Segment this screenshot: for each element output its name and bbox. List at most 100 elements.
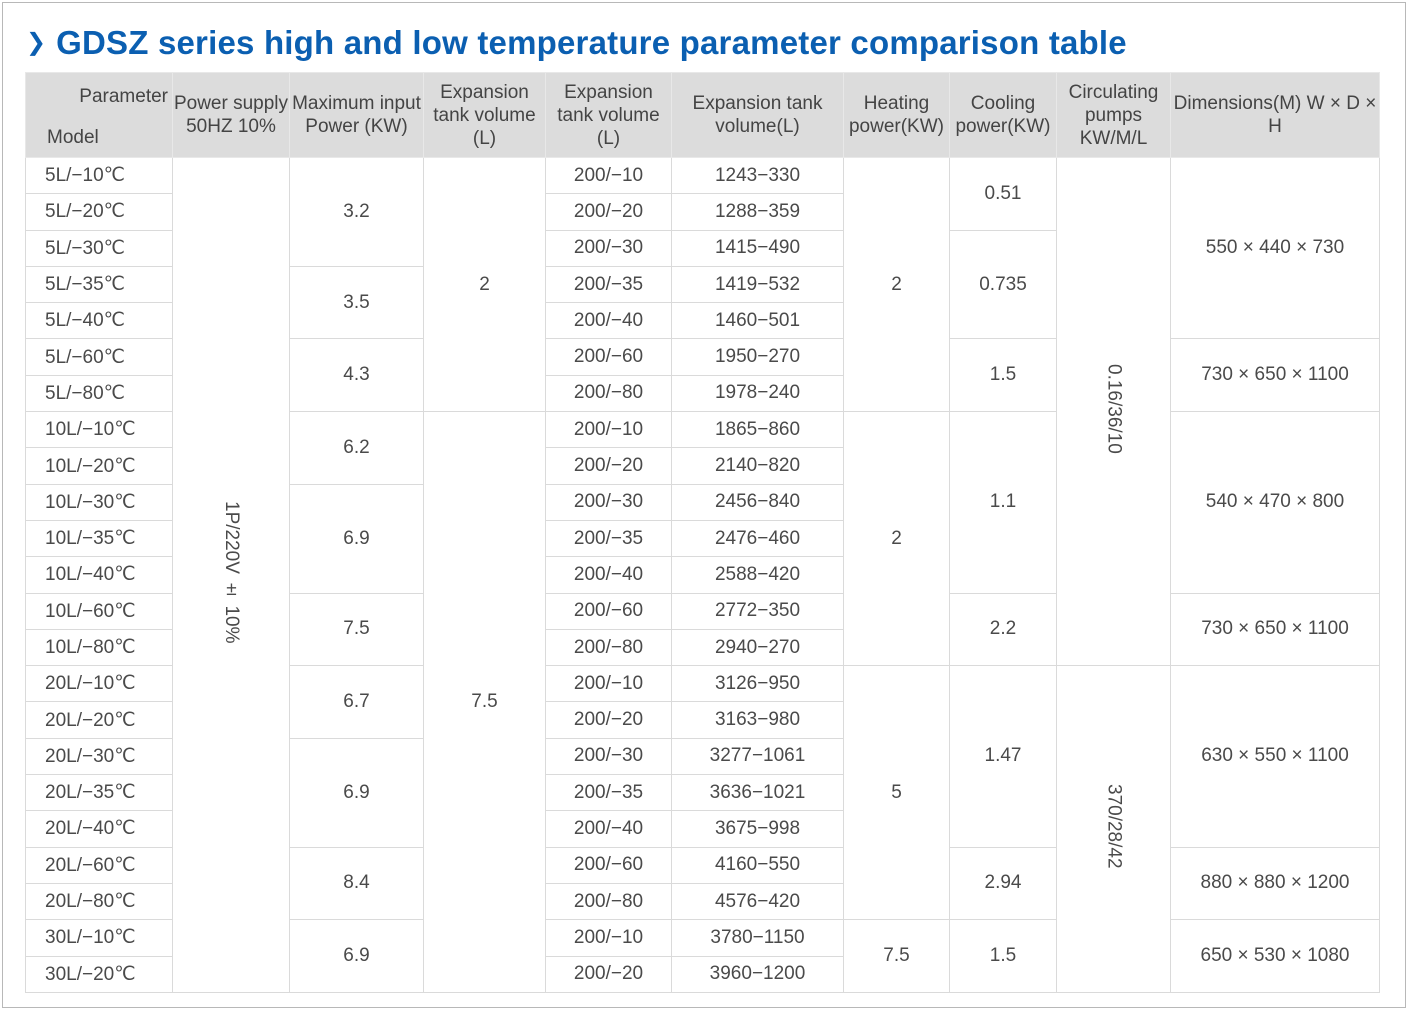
tank-cell: 200/−40: [545, 556, 672, 594]
tank-volume-cell: 2772−350: [671, 592, 844, 630]
circulating-pumps-value: 370/28/42: [1103, 783, 1125, 869]
table-row: 5L/−30℃ 200/−30 1415−490 0.735: [25, 229, 1380, 340]
table-row: 10L/−35℃ 200/−35 2476−460: [25, 519, 1380, 558]
tank-cell: 200/−80: [545, 374, 672, 413]
circulating-pumps-cell: 370/28/42: [1056, 665, 1171, 993]
heating-power-cell: 5: [843, 665, 950, 921]
dimensions-cell: 730 × 650 × 1100: [1170, 592, 1380, 667]
table-row: 10L/−20℃ 200/−20 2140−820: [25, 447, 1380, 485]
header-max-input-power: Maximum input Power (KW): [289, 72, 424, 158]
table-row: 5L/−80℃ 200/−80 1978−240: [25, 374, 1380, 413]
table-row: 5L/−40℃ 200/−40 1460−501: [25, 302, 1380, 340]
tank-volume-cell: 2456−840: [671, 483, 844, 521]
tank-volume-cell: 3277−1061: [671, 737, 844, 776]
header-circulating-pumps: Circulating pumps KW/M/L: [1056, 72, 1171, 158]
header-expansion-tank-volume: Expansion tank volume (L): [423, 72, 546, 158]
tank-volume-cell: 3960−1200: [671, 955, 844, 993]
table-row: 30L/−10℃ 6.9 200/−10 3780−1150 7.5 1.5 6…: [25, 919, 1380, 993]
tank-cell: 200/−60: [545, 592, 672, 630]
tank-cell: 200/−30: [545, 229, 672, 267]
cooling-power-cell: 0.735: [949, 229, 1057, 340]
table-row: 20L/−40℃ 200/−40 3675−998: [25, 810, 1380, 848]
table-row: 10L/−80℃ 200/−80 2940−270: [25, 628, 1380, 667]
tank-cell: 200/−40: [545, 810, 672, 848]
max-input-power-cell: 6.2: [289, 411, 424, 485]
table-row: 5L/−10℃ 1P/220V ± 10% 3.2 2 200/−10 1243…: [25, 156, 1380, 993]
model-cell: 5L/−40℃: [25, 302, 173, 340]
max-input-power-cell: 6.9: [289, 737, 424, 848]
tank-cell: 200/−35: [545, 519, 672, 558]
header-row: Parameter Model Power supply 50HZ 10% Ma…: [25, 72, 1380, 158]
table-row: 10L/−10℃ 6.2 7.5 200/−10 1865−860 2 1.1 …: [25, 411, 1380, 993]
header-heating-power: Heating power(KW): [843, 72, 950, 158]
tank-cell: 200/−30: [545, 737, 672, 776]
tank-cell: 200/−10: [545, 411, 672, 449]
cooling-power-cell: 1.47: [949, 665, 1057, 848]
chevron-right-icon: ❯: [26, 28, 47, 56]
max-input-power-cell: 6.9: [289, 483, 424, 594]
tank-volume-cell: 1460−501: [671, 302, 844, 340]
header-parameter-model: Parameter Model: [25, 72, 173, 158]
dimensions-cell: 730 × 650 × 1100: [1170, 338, 1380, 413]
tank-cell: 200/−20: [545, 193, 672, 231]
tank-volume-cell: 1978−240: [671, 374, 844, 413]
header-expansion-tank-volume-3: Expansion tank volume(L): [671, 72, 844, 158]
tank-volume-cell: 3780−1150: [671, 919, 844, 957]
tank-volume-cell: 3163−980: [671, 701, 844, 739]
heating-power-cell: 2: [843, 411, 950, 667]
tank-volume-cell: 4160−550: [671, 846, 844, 884]
model-cell: 10L/−30℃: [25, 483, 173, 521]
table-row: 10L/−60℃ 7.5 200/−60 2772−350 2.2 730 × …: [25, 592, 1380, 667]
cooling-power-cell: 1.1: [949, 411, 1057, 594]
model-cell: 30L/−10℃: [25, 919, 173, 957]
model-cell: 10L/−40℃: [25, 556, 173, 594]
tank-volume-cell: 4576−420: [671, 882, 844, 921]
header-model: Model: [47, 127, 99, 148]
tank-cell: 200/−60: [545, 846, 672, 884]
tank-volume-cell: 1950−270: [671, 338, 844, 376]
max-input-power-cell: 3.2: [289, 157, 424, 267]
model-cell: 10L/−80℃: [25, 628, 173, 667]
table-row: 20L/−35℃ 200/−35 3636−1021: [25, 774, 1380, 812]
cooling-power-cell: 1.5: [949, 338, 1057, 413]
dimensions-cell: 630 × 550 × 1100: [1170, 665, 1380, 848]
tank-cell: 200/−20: [545, 447, 672, 485]
power-supply-cell: 1P/220V ± 10%: [172, 157, 290, 993]
model-cell: 10L/−20℃: [25, 447, 173, 485]
table-row: 30L/−20℃ 200/−20 3960−1200: [25, 955, 1380, 993]
tank-cell: 200/−10: [545, 665, 672, 703]
table-row: 5L/−35℃ 3.5 200/−35 1419−532: [25, 265, 1380, 340]
tank-volume-cell: 1243−330: [671, 156, 844, 195]
tank-volume-cell: 2940−270: [671, 628, 844, 667]
max-input-power-cell: 6.7: [289, 665, 424, 739]
header-expansion-tank-volume-2: Expansion tank volume (L): [545, 72, 672, 158]
tank-volume-cell: 2588−420: [671, 556, 844, 594]
model-cell: 5L/−10℃: [25, 156, 173, 195]
model-cell: 5L/−35℃: [25, 265, 173, 304]
tank-cell: 200/−10: [545, 919, 672, 957]
dimensions-cell: 650 × 530 × 1080: [1170, 919, 1380, 993]
table-row: 20L/−10℃ 6.7 200/−10 3126−950 5 1.47 370…: [25, 665, 1380, 993]
model-cell: 5L/−30℃: [25, 229, 173, 267]
model-cell: 20L/−10℃: [25, 665, 173, 703]
model-cell: 5L/−20℃: [25, 193, 173, 231]
max-input-power-cell: 6.9: [289, 919, 424, 993]
table-row: 20L/−80℃ 200/−80 4576−420: [25, 882, 1380, 921]
model-cell: 5L/−80℃: [25, 374, 173, 413]
tank-cell: 200/−30: [545, 483, 672, 521]
tank-cell: 200/−40: [545, 302, 672, 340]
table-row: 10L/−40℃ 200/−40 2588−420: [25, 556, 1380, 594]
title-row: ❯ GDSZ series high and low temperature p…: [26, 20, 1127, 64]
model-cell: 20L/−60℃: [25, 846, 173, 884]
tank-volume-cell: 2476−460: [671, 519, 844, 558]
heating-power-cell: 7.5: [843, 919, 950, 993]
tank-cell: 200/−20: [545, 701, 672, 739]
cooling-power-cell: 0.51: [949, 157, 1057, 231]
cooling-power-cell: 2.94: [949, 846, 1057, 921]
header-parameter: Parameter: [79, 86, 168, 107]
header-power-supply: Power supply 50HZ 10%: [172, 72, 290, 158]
max-input-power-cell: 7.5: [289, 592, 424, 667]
model-cell: 20L/−20℃: [25, 701, 173, 739]
tank-cell: 200/−10: [545, 156, 672, 195]
model-cell: 20L/−30℃: [25, 737, 173, 776]
